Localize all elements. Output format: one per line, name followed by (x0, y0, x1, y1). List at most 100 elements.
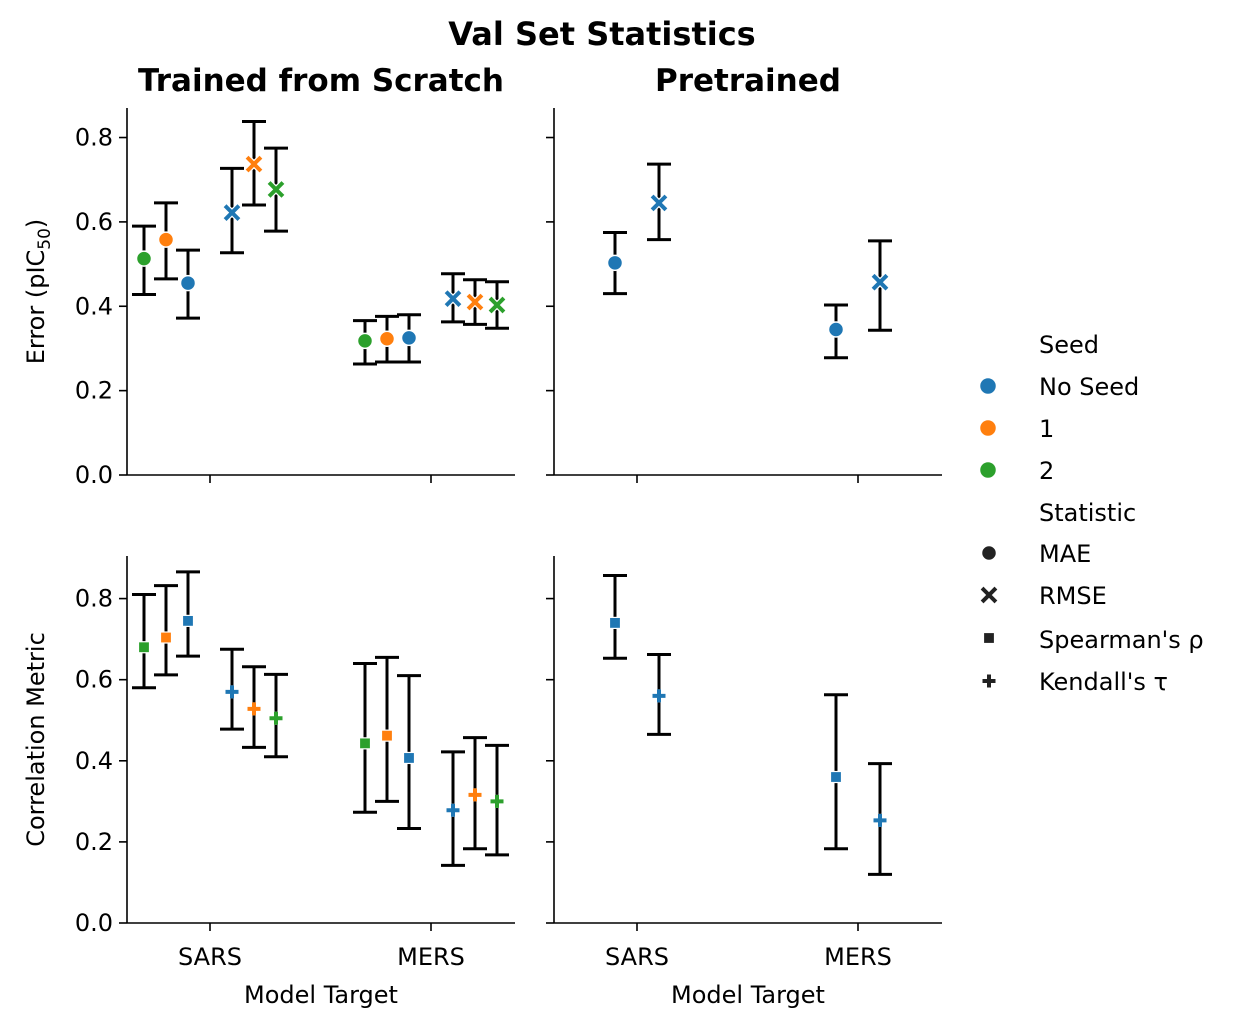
legend-marker (982, 631, 996, 645)
data-point (375, 655, 399, 803)
legend-stat-spearman: Spearman's ρ (982, 626, 1204, 654)
data-point (824, 303, 848, 360)
data-point (242, 119, 266, 207)
y-tick-label: 0.0 (75, 909, 113, 937)
data-point (154, 584, 178, 677)
point-marker (442, 288, 464, 309)
legend-marker (982, 674, 996, 688)
legend-stat-title: Statistic (1039, 499, 1136, 527)
data-point (824, 693, 848, 851)
legend-seed-label: 1 (1039, 415, 1054, 443)
point-marker (486, 294, 508, 316)
legend-stat-kendall: Kendall's τ (982, 668, 1168, 696)
point-marker (380, 729, 394, 742)
point-marker (157, 231, 175, 248)
y-tick-label: 0.2 (75, 377, 113, 405)
y-tick-label: 0.0 (75, 461, 113, 489)
point-marker (869, 272, 891, 293)
point-marker (648, 192, 670, 214)
data-point (397, 674, 421, 831)
legend-marker-x-icon (978, 584, 1000, 606)
legend-marker (980, 544, 998, 562)
point-marker (159, 631, 173, 644)
data-point (603, 230, 627, 296)
legend: Seed No Seed 1 2 Statistic MAE RMSE Spea… (978, 331, 1204, 696)
point-marker (829, 770, 843, 784)
data-point (397, 313, 421, 364)
figure-suptitle: Val Set Statistics (448, 15, 755, 53)
point-marker (378, 330, 396, 347)
data-point (868, 239, 892, 332)
point-marker (137, 641, 151, 654)
data-point (264, 146, 288, 233)
data-point (441, 750, 465, 867)
data-point (220, 166, 244, 255)
data-point (176, 248, 200, 320)
legend-seed-label: 2 (1039, 457, 1054, 485)
legend-stat-mae: MAE (980, 540, 1091, 568)
point-marker (243, 154, 265, 175)
data-point (463, 278, 487, 326)
legend-circle-icon (978, 376, 998, 396)
data-point (220, 647, 244, 731)
data-point (242, 665, 266, 749)
legend-seed-no-seed: No Seed (978, 373, 1139, 401)
legend-stat-label: MAE (1039, 540, 1091, 568)
y-tick-label: 0.8 (75, 585, 113, 613)
point-marker (269, 711, 283, 725)
x-tick-label: SARS (178, 943, 242, 971)
y-tick-label: 0.4 (75, 747, 113, 775)
y-tick-label: 0.6 (75, 208, 113, 236)
legend-stat-label: Spearman's ρ (1039, 626, 1204, 654)
data-point (176, 570, 200, 658)
legend-marker-circle-icon (980, 544, 998, 562)
point-marker (179, 274, 197, 292)
legend-circle-icon (978, 460, 998, 480)
panel-title: Pretrained (655, 63, 841, 99)
y-axis-label: Correlation Metric (22, 632, 50, 847)
panel-error-scratch: Trained from Scratch 0.0 0.2 0.4 0.6 0.8 Error… (22, 63, 515, 489)
point-marker (446, 803, 460, 817)
point-marker (468, 788, 482, 802)
x-axis-label: Model Target (244, 981, 398, 1009)
legend-seed-label: No Seed (1039, 373, 1139, 401)
data-point (154, 201, 178, 281)
point-marker (135, 250, 153, 267)
data-point (647, 162, 671, 242)
point-marker (402, 751, 416, 765)
legend-stat-label: RMSE (1039, 582, 1107, 610)
point-marker (608, 616, 622, 630)
data-point (375, 314, 399, 364)
x-tick-label: SARS (605, 943, 669, 971)
x-tick-label: MERS (824, 943, 892, 971)
legend-marker (978, 584, 1000, 606)
data-point (441, 272, 465, 324)
data-point (868, 762, 892, 876)
point-marker (265, 179, 287, 200)
panel-title: Trained from Scratch (138, 63, 504, 99)
data-point (603, 573, 627, 660)
point-marker (652, 689, 666, 703)
x-tick-label: MERS (397, 943, 465, 971)
data-point (353, 319, 377, 366)
legend-seed-title: Seed (1039, 331, 1099, 359)
data-point (485, 280, 509, 330)
point-marker (181, 614, 195, 627)
data-point (264, 672, 288, 759)
y-tick-label: 0.4 (75, 292, 113, 320)
y-tick-label: 0.8 (75, 124, 113, 152)
legend-stat-label: Kendall's τ (1039, 668, 1168, 696)
point-marker (225, 685, 239, 699)
point-marker (606, 254, 624, 272)
y-axis-label: Error (pIC50) (22, 219, 55, 365)
legend-seed-1: 1 (978, 415, 1054, 443)
point-marker (358, 737, 372, 750)
point-marker (400, 329, 418, 347)
point-marker (247, 702, 261, 716)
point-marker (221, 202, 243, 223)
data-point (132, 224, 156, 296)
point-marker (464, 291, 486, 313)
legend-circle-icon (978, 418, 998, 438)
data-point (463, 736, 487, 851)
